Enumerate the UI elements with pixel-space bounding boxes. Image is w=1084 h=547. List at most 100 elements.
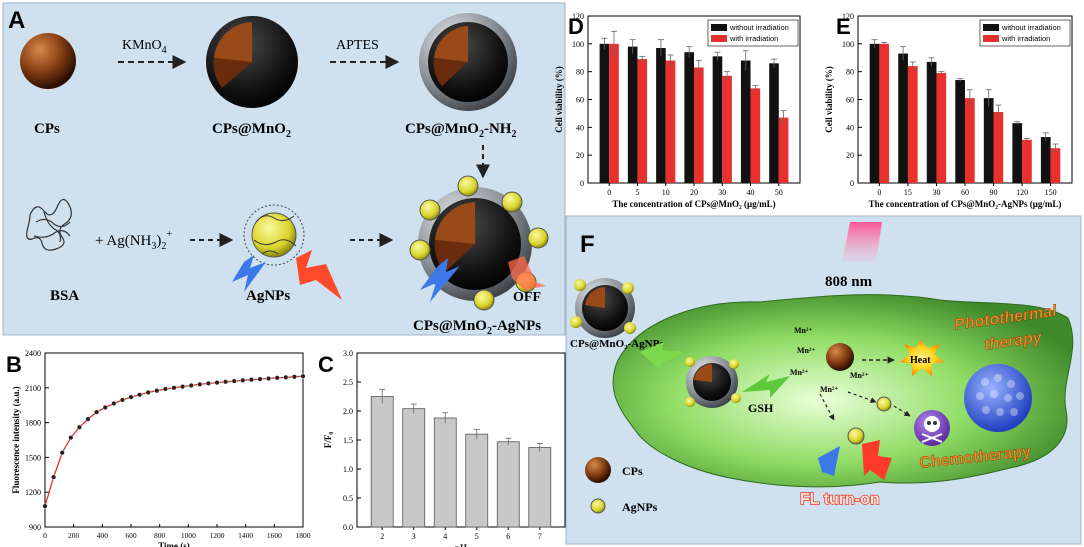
- B-xtick-label-6: 1200: [210, 531, 225, 540]
- E-legend-swatch-0: [983, 24, 999, 31]
- C-xtick-label-1: 3: [412, 532, 416, 541]
- B-ytick-label-4: 2100: [25, 384, 41, 393]
- off-label: OFF: [513, 290, 541, 305]
- gsh-label: GSH: [748, 401, 774, 415]
- B-xtick-label-5: 1000: [181, 531, 196, 540]
- B-ylabel: Fluorescence intensity (a.u.): [11, 386, 21, 493]
- blue-bolt-icon: [232, 255, 266, 292]
- final-red-bolt-icon: [508, 256, 546, 290]
- cps-sphere: [20, 33, 76, 89]
- B-point-2: [59, 450, 65, 456]
- D-bar-0-6: [769, 63, 779, 183]
- D-xtick-label-4: 30: [718, 188, 726, 197]
- D-bar-1-0: [609, 43, 619, 184]
- agnp-release-arrow-1: [819, 393, 835, 421]
- aptes-label: APTES: [336, 38, 379, 53]
- B-point-0: [42, 503, 48, 509]
- B-point-29: [291, 374, 297, 380]
- B-point-27: [274, 375, 280, 381]
- B-panel-letter: B: [6, 352, 22, 377]
- B-point-11: [137, 392, 143, 398]
- C-ytick-label-5: 2.5: [343, 378, 353, 387]
- E-ytick-label-2: 40: [846, 123, 854, 132]
- E-bar-1-3: [965, 98, 975, 183]
- E-xtick-label-5: 120: [1016, 188, 1028, 197]
- D-bar-1-6: [778, 117, 789, 183]
- panel-f: F 808 nm CPs@MnO₂-AgNPs GSH: [565, 215, 1082, 545]
- E-bar-1-4: [993, 112, 1004, 183]
- B-ytick-label-1: 1200: [25, 488, 41, 497]
- cps-mno2-label: CPs@MnO2: [212, 121, 291, 140]
- D-bar-0-2: [656, 48, 666, 184]
- D-ytick-label-3: 60: [576, 96, 584, 105]
- B-point-19: [205, 380, 211, 386]
- E-bar-0-3: [955, 80, 965, 183]
- chart-c: C 0.0 0.5 1.0 1.5 2.0 2.5 3.0 F/F₀ 2 3 4 5 6 7 pH: [318, 349, 566, 547]
- D-xlabel: The concentration of CPs@MnO₂ (μg/mL): [612, 199, 775, 209]
- E-ytick-label-4: 80: [846, 68, 854, 77]
- B-point-20: [214, 380, 220, 386]
- D-legend-swatch-0: [711, 24, 727, 31]
- B-point-6: [94, 409, 100, 415]
- B-point-7: [102, 405, 108, 411]
- C-xtick-label-4: 6: [506, 532, 510, 541]
- B-point-16: [180, 384, 186, 390]
- D-bar-0-1: [627, 46, 638, 183]
- E-bar-1-5: [1022, 139, 1032, 183]
- B-point-30: [300, 373, 306, 379]
- E-xtick-label-1: 15: [904, 188, 912, 197]
- tumor-cell-icon: [964, 364, 1032, 432]
- D-legend-swatch-1: [711, 35, 727, 42]
- internal-particle-icon: [685, 356, 741, 408]
- chart-d: D 0 20 40 60 80 100 120 Cell viability (%) 0 5 10 20…: [554, 12, 801, 209]
- panel-f-letter: F: [580, 231, 595, 258]
- C-xtick-label-5: 7: [538, 532, 542, 541]
- D-xtick-label-0: 0: [607, 188, 611, 197]
- B-point-15: [171, 385, 177, 391]
- E-legend-swatch-1: [983, 35, 999, 42]
- mn-ion-3: Mn²⁺: [790, 368, 809, 377]
- red-bolt-icon: [296, 250, 342, 300]
- E-bar-0-1: [898, 53, 908, 184]
- C-ylabel: F/F₀: [323, 432, 333, 448]
- E-ylabel: Cell viability (%): [824, 66, 834, 133]
- D-xtick-label-6: 50: [775, 188, 783, 197]
- mn-ion-2: Mn²⁺: [797, 346, 816, 355]
- B-xtick-label-8: 1600: [267, 531, 282, 540]
- D-xtick-label-3: 20: [690, 188, 698, 197]
- chart-e: E 0 20 40 60 80 100 120 Cell viability (%) 0 15 30 6…: [824, 12, 1073, 209]
- C-bar-0-2: [433, 417, 457, 528]
- agnp-release-arrow-2: [847, 391, 877, 404]
- C-ytick-label-0: 0.0: [343, 523, 353, 532]
- E-bar-1-2: [936, 73, 947, 183]
- B-point-12: [145, 389, 151, 395]
- ag-ion-label: + Ag(NH3)2+: [95, 229, 172, 252]
- D-legend-label-0: without irradiation: [729, 23, 789, 32]
- B-point-8: [111, 400, 117, 406]
- heat-label: Heat: [910, 355, 931, 366]
- E-bar-0-6: [1040, 137, 1051, 183]
- bsa-protein-icon: [26, 198, 72, 251]
- D-bar-1-4: [722, 75, 732, 183]
- B-ytick-label-5: 2400: [25, 349, 41, 358]
- D-bar-1-3: [694, 67, 704, 183]
- E-bar-1-6: [1050, 148, 1061, 183]
- C-ytick-label-2: 1.0: [343, 465, 353, 474]
- B-ytick-label-3: 1800: [25, 419, 41, 428]
- B-xtick-label-2: 400: [97, 531, 109, 540]
- E-xlabel: The concentration of CPs@MnO₂-AgNPs (μg/…: [869, 199, 1062, 209]
- bsa-label: BSA: [50, 288, 79, 304]
- agnps-label: AgNPs: [246, 288, 290, 304]
- cps-mno2-nh2-label: CPs@MnO2-NH2: [405, 121, 516, 140]
- D-bar-0-4: [712, 56, 723, 183]
- B-xtick-label-0: 0: [43, 531, 47, 540]
- gsh-arrow-icon: [742, 374, 790, 398]
- legend-agnps-icon: [590, 498, 606, 514]
- D-xtick-label-2: 10: [662, 188, 670, 197]
- D-bar-1-5: [750, 88, 761, 183]
- C-xtick-label-0: 2: [380, 532, 384, 541]
- E-xtick-label-0: 0: [877, 188, 881, 197]
- laser-label: 808 nm: [825, 274, 873, 290]
- E-ytick-label-3: 60: [846, 96, 854, 105]
